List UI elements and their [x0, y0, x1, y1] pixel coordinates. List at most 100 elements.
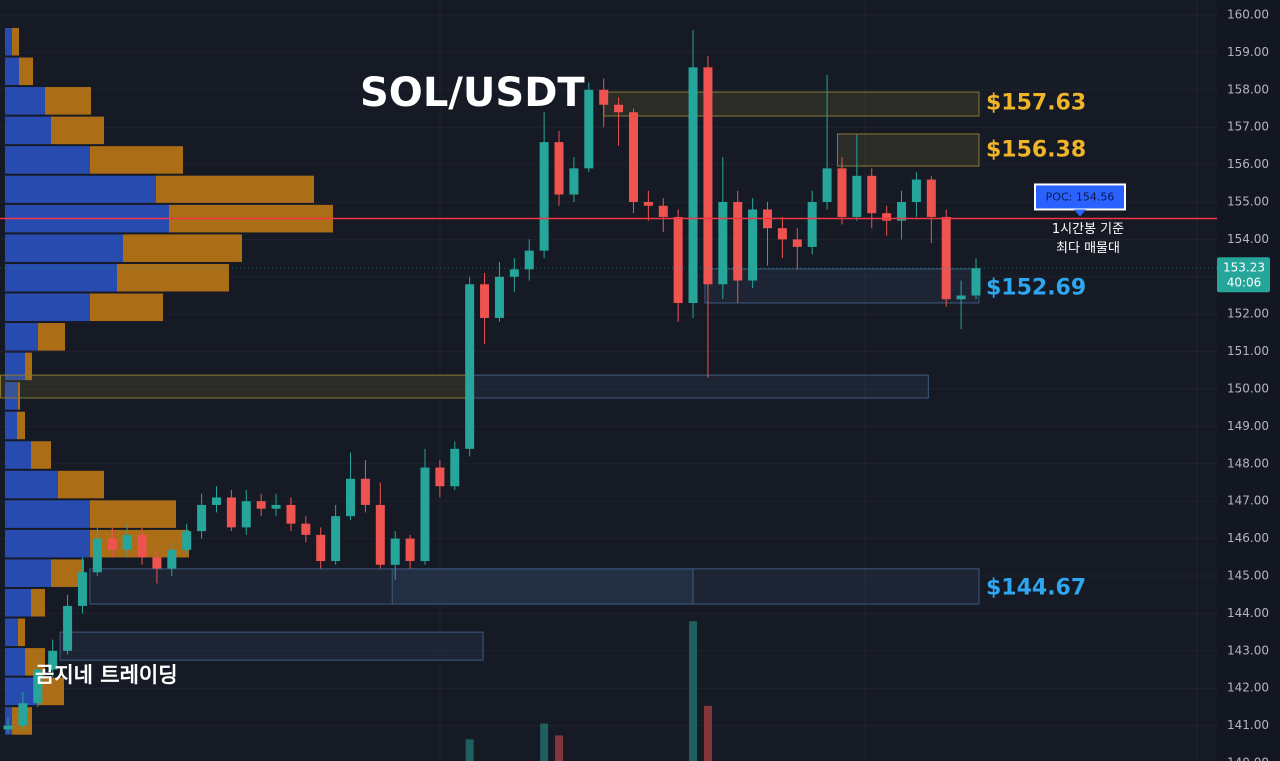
- profile-bar: [5, 27, 12, 56]
- profile-bar: [5, 293, 90, 322]
- candle-body: [226, 497, 236, 528]
- y-tick-label: 149.00: [1227, 419, 1269, 433]
- profile-bar: [123, 234, 242, 262]
- price-zone: [59, 631, 484, 661]
- zone-price-label: $152.69: [986, 275, 1086, 300]
- volume-bar: [540, 723, 549, 761]
- candle-body: [509, 269, 519, 277]
- y-tick-label: 145.00: [1227, 569, 1269, 583]
- candle-body: [375, 504, 385, 565]
- candle-body: [465, 284, 475, 449]
- candle-body: [569, 168, 579, 195]
- candle-body: [792, 239, 802, 247]
- price-zone: [837, 133, 980, 167]
- price-zone: [469, 374, 929, 399]
- volume-bar: [465, 739, 474, 761]
- watermark: 곰지네 트레이딩: [35, 663, 178, 687]
- candle-body: [733, 202, 743, 281]
- profile-bar: [5, 87, 45, 115]
- current-price-tag: [1217, 257, 1270, 293]
- candle-body: [152, 557, 162, 569]
- poc-note: 1시간봉 기준: [1052, 222, 1124, 237]
- candle-body: [882, 213, 892, 221]
- current-price: 153.23: [1223, 261, 1265, 275]
- candle-body: [122, 534, 132, 550]
- candle-body: [331, 516, 341, 562]
- profile-bar: [38, 677, 64, 706]
- candle-body: [390, 538, 400, 565]
- profile-bar: [31, 588, 45, 617]
- candle-body: [852, 175, 862, 217]
- profile-bar: [5, 352, 25, 381]
- profile-bar: [90, 500, 176, 528]
- price-zone: [704, 268, 980, 304]
- candle-body: [271, 504, 281, 509]
- y-tick-label: 151.00: [1227, 344, 1269, 358]
- candle-body: [956, 295, 966, 300]
- price-zone: [0, 374, 471, 399]
- y-tick-label: 142.00: [1227, 681, 1269, 695]
- candle-body: [63, 605, 73, 651]
- price-zone: [391, 568, 694, 605]
- volume-bar: [689, 621, 698, 761]
- candle-body: [197, 504, 207, 532]
- zone-price-label: $156.38: [986, 137, 1086, 162]
- candle-body: [599, 89, 609, 105]
- y-tick-label: 152.00: [1227, 307, 1269, 321]
- candle-body: [524, 250, 534, 270]
- profile-bar: [45, 87, 91, 115]
- candle-body: [897, 202, 907, 221]
- candle-body: [33, 669, 43, 704]
- candle-body: [837, 168, 847, 217]
- profile-bar: [18, 618, 25, 647]
- profile-bar: [5, 470, 58, 499]
- zone-price-label: $144.67: [986, 575, 1086, 600]
- price-axis: [1217, 0, 1280, 761]
- candle-body: [405, 538, 415, 562]
- candle-body: [554, 142, 564, 195]
- profile-bar: [19, 57, 33, 86]
- candle-body: [77, 572, 87, 606]
- candle-body: [18, 703, 28, 726]
- profile-bar: [5, 500, 90, 528]
- candle-body: [301, 523, 311, 535]
- candle-body: [420, 467, 430, 562]
- candle-body: [3, 725, 13, 730]
- profile-bar: [51, 116, 104, 145]
- profile-bar: [90, 146, 183, 174]
- profile-bar: [5, 57, 19, 86]
- y-tick-label: 143.00: [1227, 643, 1269, 657]
- candle-body: [480, 284, 490, 318]
- profile-bar: [31, 441, 51, 469]
- y-tick-label: 154.00: [1227, 232, 1269, 246]
- zone-price-label: $157.63: [986, 91, 1086, 116]
- profile-bar: [58, 470, 104, 499]
- profile-bar: [5, 618, 18, 647]
- profile-bar: [5, 234, 123, 262]
- candle-body: [211, 497, 221, 505]
- candle-body: [614, 104, 624, 113]
- profile-bar: [5, 116, 51, 145]
- candle-body: [807, 202, 817, 247]
- candle-body: [256, 501, 266, 509]
- profile-bar: [12, 27, 19, 56]
- poc-pointer: [1074, 209, 1086, 217]
- y-tick-label: 156.00: [1227, 157, 1269, 171]
- profile-bar: [5, 146, 90, 174]
- y-tick-label: 140.00: [1227, 756, 1269, 761]
- bar-countdown: 40:06: [1227, 276, 1262, 290]
- candle-body: [494, 276, 504, 318]
- y-tick-label: 160.00: [1227, 8, 1269, 22]
- candle-body: [867, 175, 877, 214]
- candle-body: [360, 478, 370, 505]
- y-tick-label: 144.00: [1227, 606, 1269, 620]
- candle-body: [450, 448, 460, 487]
- volume-bar: [555, 735, 564, 761]
- candle-body: [718, 202, 728, 285]
- candle-body: [628, 112, 638, 202]
- profile-bar: [90, 293, 163, 322]
- candle-body: [643, 202, 653, 206]
- profile-bar: [5, 529, 90, 558]
